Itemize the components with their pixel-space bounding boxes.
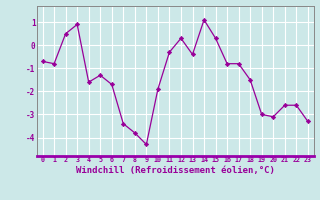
X-axis label: Windchill (Refroidissement éolien,°C): Windchill (Refroidissement éolien,°C) [76, 166, 275, 175]
